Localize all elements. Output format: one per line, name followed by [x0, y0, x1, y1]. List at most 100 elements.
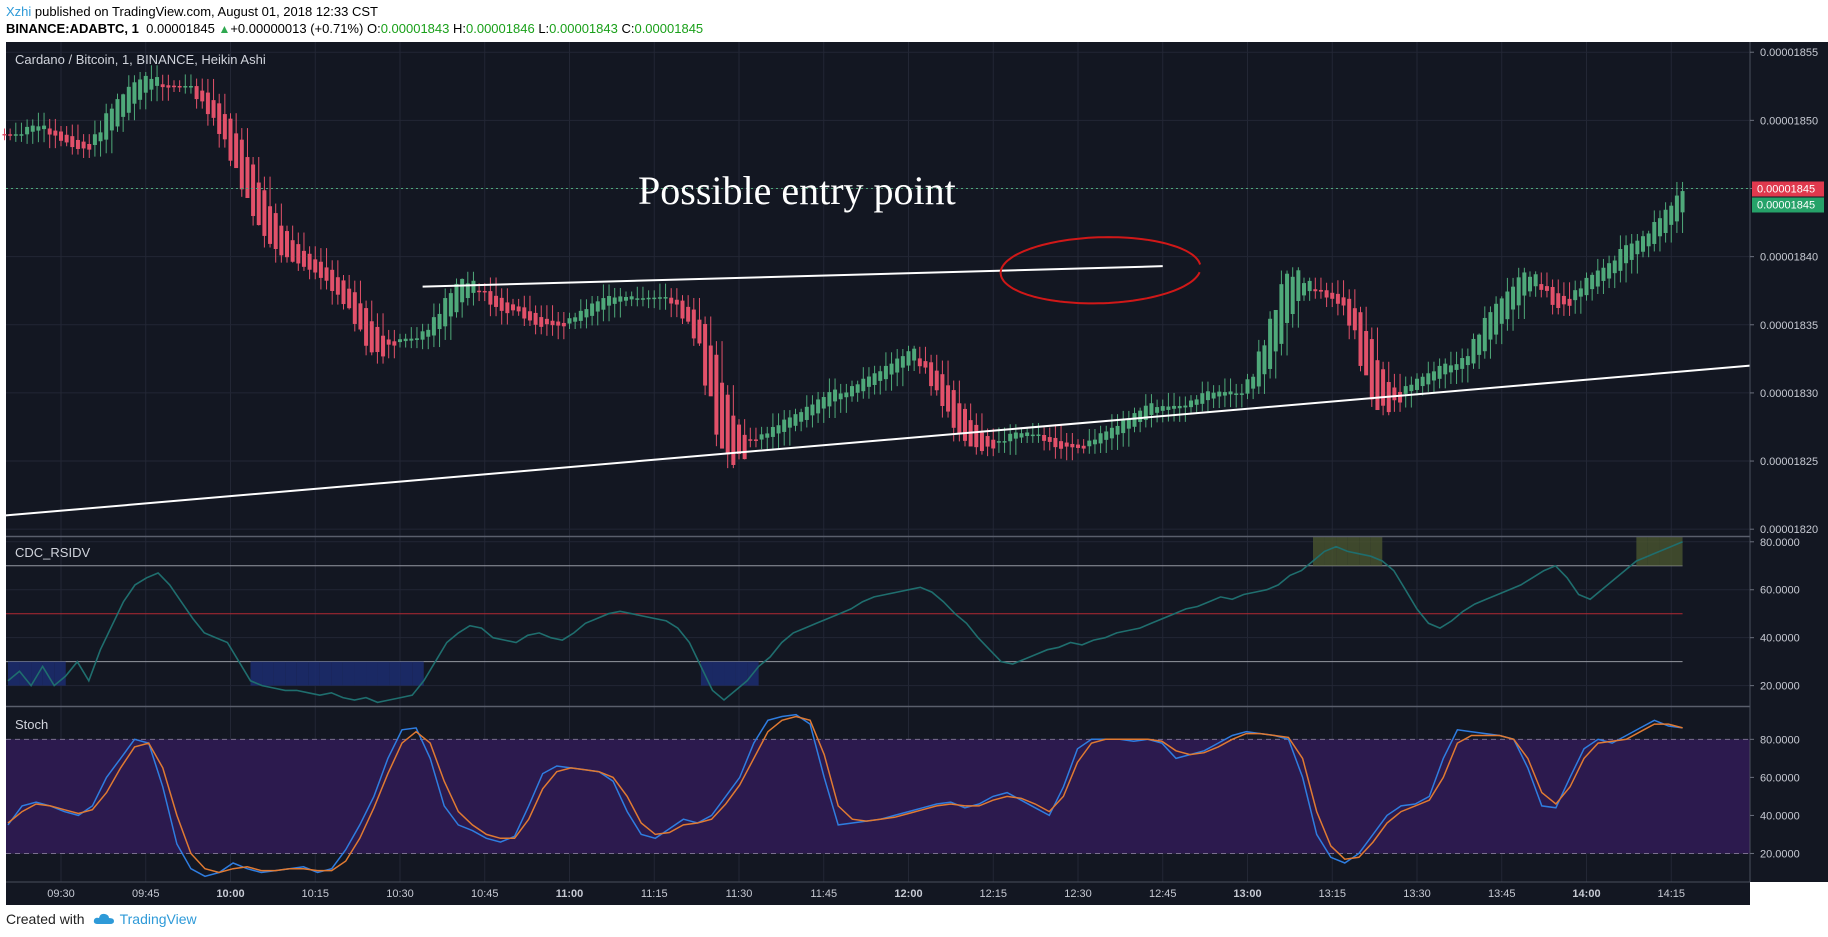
candle-body: [471, 280, 476, 293]
candle-body: [697, 319, 702, 344]
candle-body: [183, 86, 188, 88]
candle-body: [991, 439, 996, 449]
candle-body: [1036, 434, 1041, 436]
candle-body: [1205, 391, 1210, 401]
rsi-pane-title: CDC_RSIDV: [15, 545, 90, 560]
candle-body: [663, 297, 668, 299]
trading-chart[interactable]: 0.00001855 0.00001850 0.00001845 0.00001840…: [0, 0, 1828, 905]
candle-body: [748, 439, 753, 441]
candle-body: [1302, 283, 1306, 296]
stoch-series-line: [7, 715, 1683, 874]
candle-body: [205, 92, 210, 115]
candle-body: [714, 354, 719, 435]
x-tick-label: 11:45: [810, 888, 837, 900]
candle-body: [866, 376, 871, 387]
candle-body: [1296, 270, 1301, 301]
candle-body: [352, 292, 357, 324]
author-link[interactable]: Xzhi: [6, 4, 32, 19]
candle-body: [1567, 298, 1572, 306]
candle-body: [25, 126, 30, 135]
pane-separators: [6, 535, 1750, 708]
price-label-text: 0.00001845: [1757, 199, 1815, 211]
candle-body: [87, 143, 92, 150]
candle-body: [437, 313, 442, 330]
candle-body: [1279, 284, 1284, 344]
candle-body: [1081, 445, 1086, 449]
candle-body: [793, 414, 798, 426]
candle-body: [691, 309, 696, 339]
candle-body: [1285, 273, 1290, 323]
candle-body: [1070, 443, 1075, 448]
candle-body: [375, 326, 380, 353]
y-tick-label: 0.00001840: [1760, 252, 1818, 264]
candle-body: [335, 277, 340, 295]
candle-body: [1177, 405, 1182, 409]
candle-body: [1431, 371, 1436, 381]
candle-body: [149, 78, 154, 90]
candle-body: [550, 320, 555, 326]
quote-line: BINANCE:ADABTC, 1 0.00001845 ▲+0.0000001…: [6, 21, 703, 36]
oversold-zone: [724, 661, 736, 686]
candle-body: [42, 125, 47, 130]
oversold-zone: [319, 661, 332, 686]
oversold-zone: [273, 661, 286, 686]
candle-body: [285, 231, 289, 258]
candle-body: [900, 356, 905, 368]
candle-body: [1143, 405, 1148, 420]
candle-body: [36, 126, 41, 131]
candle-body: [392, 341, 397, 346]
candle-body: [889, 363, 894, 375]
candle-body: [245, 157, 250, 199]
candle-body: [1601, 267, 1606, 281]
candle-body: [177, 85, 182, 88]
candle-body: [725, 394, 730, 455]
candle-body: [1652, 222, 1657, 244]
candle-body: [1590, 274, 1595, 290]
candle-body: [324, 267, 329, 281]
candle-body: [1454, 364, 1459, 370]
x-tick-label: 13:45: [1488, 888, 1516, 900]
oversold-zone: [400, 661, 413, 686]
candle-body: [1222, 392, 1227, 396]
oversold-zone: [377, 661, 390, 686]
candle-body: [59, 131, 63, 141]
up-arrow-icon: ▲: [218, 22, 231, 36]
tradingview-logo[interactable]: TradingView: [93, 911, 197, 927]
candle-body: [1251, 376, 1256, 389]
candle-body: [1573, 290, 1578, 301]
candle-body: [426, 329, 431, 337]
overbought-zone: [1336, 537, 1348, 566]
candle-body: [228, 118, 233, 161]
candle-body: [234, 133, 239, 169]
candle-body: [1149, 403, 1154, 415]
candle-body: [674, 299, 679, 305]
candle-body: [720, 382, 725, 449]
candle-body: [222, 114, 227, 140]
candle-body: [1098, 433, 1103, 444]
oversold-zone: [296, 661, 309, 686]
oversold-zone: [42, 661, 55, 686]
candle-body: [816, 399, 821, 414]
candle-body: [1511, 286, 1516, 310]
candle-body: [1064, 442, 1069, 447]
candle-body: [1550, 286, 1555, 305]
candle-body: [759, 434, 764, 440]
candle-body: [872, 373, 877, 385]
oversold-zone: [31, 661, 43, 686]
candle-body: [1121, 420, 1126, 434]
x-tick-label: 12:00: [894, 888, 922, 900]
candle-body: [143, 75, 148, 93]
stoch-band: [6, 739, 1750, 854]
candle-body: [1635, 240, 1640, 255]
candle-body: [358, 303, 363, 330]
candle-body: [398, 339, 402, 343]
candle-body: [1059, 441, 1064, 449]
candle-body: [1189, 400, 1193, 408]
candle-body: [448, 293, 453, 317]
candle-body: [132, 82, 137, 104]
candle-body: [1194, 399, 1199, 405]
stoch-pane-title: Stoch: [15, 717, 48, 732]
time-scale[interactable]: [6, 882, 1750, 905]
brand-name: TradingView: [119, 911, 197, 927]
candle-body: [1347, 298, 1352, 326]
